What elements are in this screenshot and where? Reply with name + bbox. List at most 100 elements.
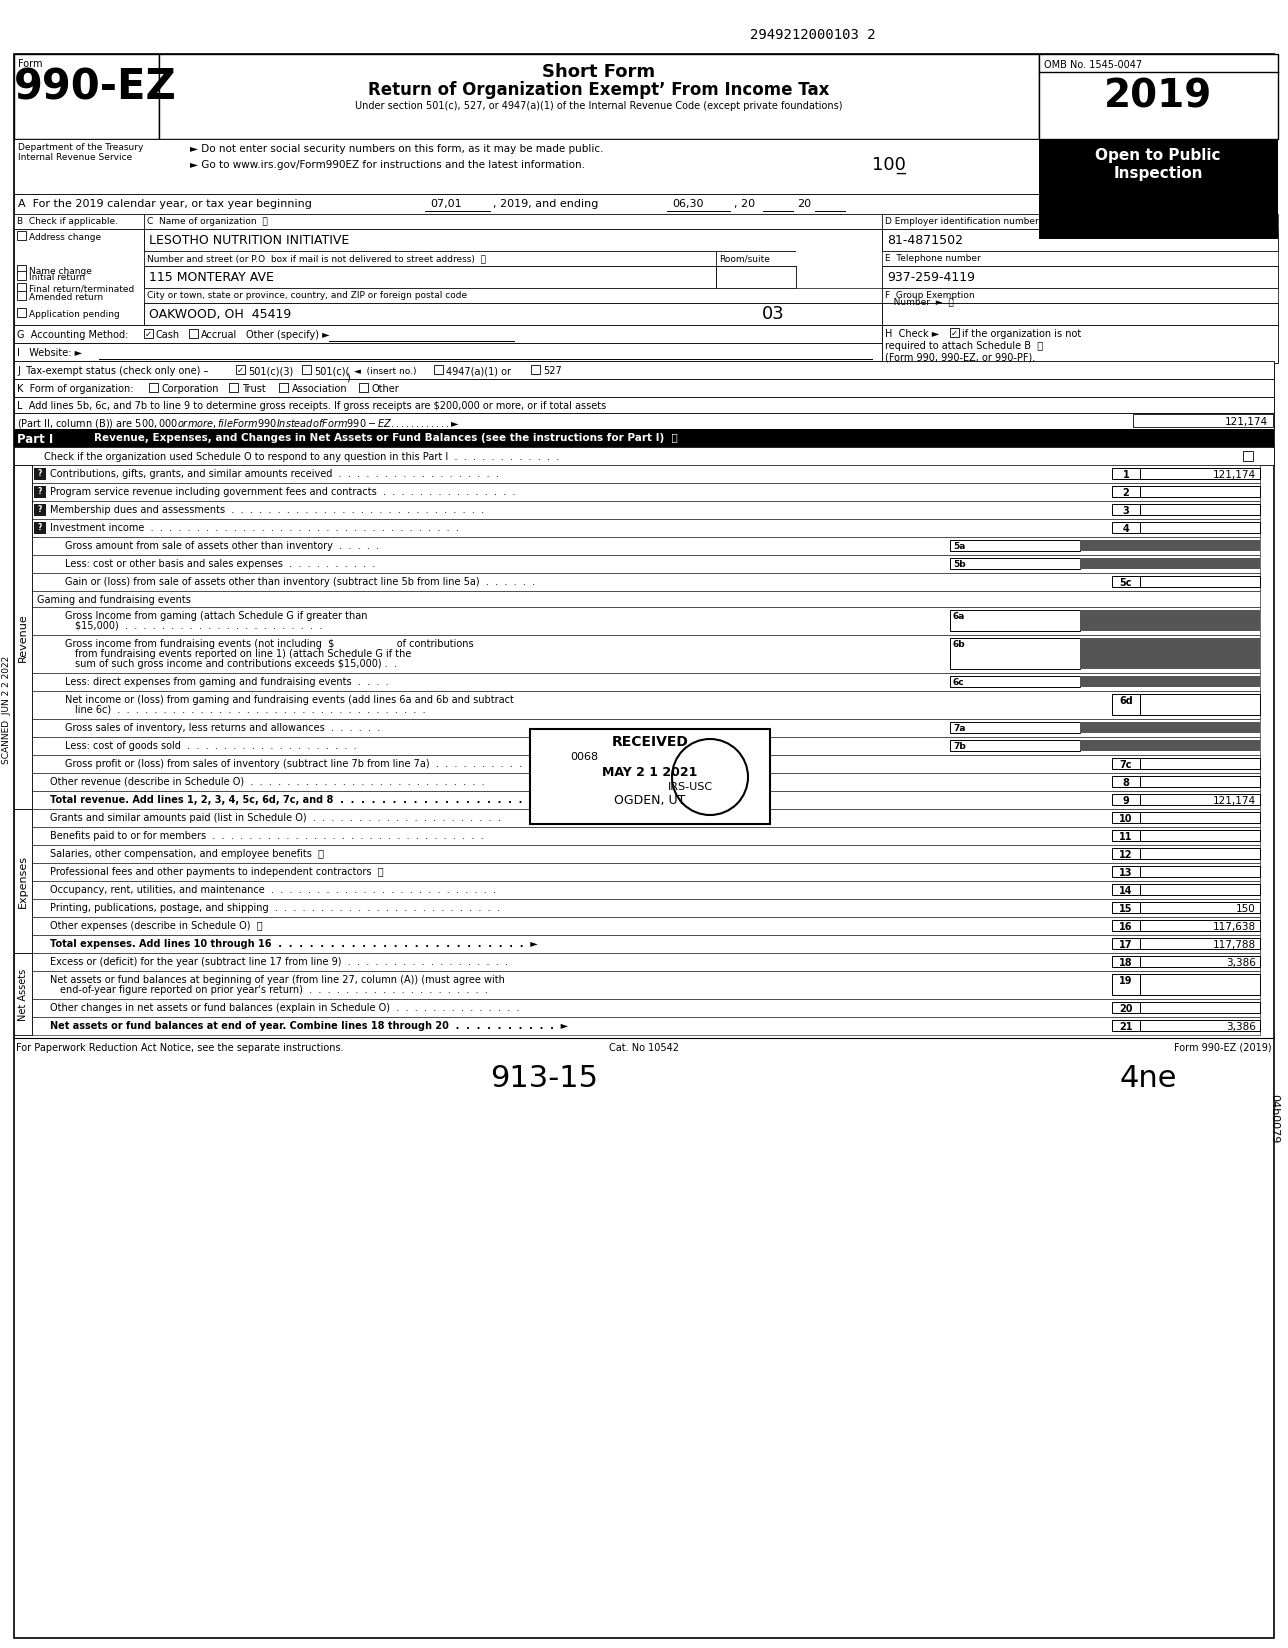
Text: 4947(a)(1) or: 4947(a)(1) or <box>446 366 511 376</box>
Bar <box>1112 794 1140 806</box>
Text: 937-259-4119: 937-259-4119 <box>887 270 975 283</box>
Bar <box>14 363 1274 379</box>
Text: 14: 14 <box>1119 885 1132 895</box>
Text: Department of the Treasury: Department of the Treasury <box>18 143 143 152</box>
Bar <box>1081 740 1260 751</box>
Bar <box>32 864 1260 882</box>
Bar <box>531 366 540 374</box>
Text: Address change: Address change <box>30 232 102 242</box>
Text: Other expenses (describe in Schedule O)  ❓: Other expenses (describe in Schedule O) … <box>50 921 263 931</box>
Bar <box>17 232 26 241</box>
Text: ): ) <box>346 372 350 382</box>
Text: 07,01: 07,01 <box>430 199 461 209</box>
Text: ?: ? <box>37 504 43 514</box>
Bar <box>1140 849 1260 860</box>
Bar <box>796 252 882 267</box>
Text: 03: 03 <box>762 305 784 323</box>
Text: Gross Income from gaming (attach Schedule G if greater than: Gross Income from gaming (attach Schedul… <box>64 611 367 621</box>
Bar <box>1140 885 1260 895</box>
Text: 100̲: 100̲ <box>872 157 905 175</box>
Text: , 20: , 20 <box>734 199 755 209</box>
Bar <box>32 954 1260 971</box>
Text: Internal Revenue Service: Internal Revenue Service <box>18 153 133 162</box>
Text: Other (specify) ►: Other (specify) ► <box>246 330 330 339</box>
Text: Gross income from fundraising events (not including  $                    of con: Gross income from fundraising events (no… <box>64 639 474 649</box>
Bar <box>882 267 1278 288</box>
Text: 121,174: 121,174 <box>1213 470 1256 480</box>
Text: ?: ? <box>37 522 43 532</box>
Bar <box>32 692 1260 720</box>
Text: 7c: 7c <box>1119 760 1132 770</box>
Text: 16: 16 <box>1119 921 1132 931</box>
Bar <box>32 738 1260 755</box>
Text: Number  ►  ❓: Number ► ❓ <box>885 297 953 307</box>
Text: Name change: Name change <box>30 267 91 275</box>
Bar <box>14 229 144 326</box>
Text: (Form 990, 990-EZ, or 990-PF).: (Form 990, 990-EZ, or 990-PF). <box>885 353 1036 363</box>
Text: 4: 4 <box>1123 524 1130 534</box>
Bar <box>144 229 882 252</box>
Bar <box>32 971 1260 999</box>
Bar <box>1140 504 1260 516</box>
Text: 1: 1 <box>1123 470 1130 480</box>
Text: SCANNED  JUN 2 2 2022: SCANNED JUN 2 2 2022 <box>3 656 12 763</box>
Bar <box>882 229 1278 252</box>
Text: 2949212000103 2: 2949212000103 2 <box>750 28 876 41</box>
Bar <box>144 303 882 326</box>
Text: Printing, publications, postage, and shipping  .  .  .  .  .  .  .  .  .  .  .  : Printing, publications, postage, and shi… <box>50 903 500 913</box>
Text: Under section 501(c), 527, or 4947(a)(1) of the Internal Revenue Code (except pr: Under section 501(c), 527, or 4947(a)(1)… <box>355 101 842 110</box>
Bar <box>14 194 1039 214</box>
Bar <box>32 1017 1260 1035</box>
Bar <box>1112 867 1140 877</box>
Bar <box>14 397 1274 414</box>
Bar <box>1112 504 1140 516</box>
Text: Other revenue (describe in Schedule O)  .  .  .  .  .  .  .  .  .  .  .  .  .  .: Other revenue (describe in Schedule O) .… <box>50 776 484 786</box>
Bar <box>529 730 770 824</box>
Text: Form: Form <box>18 59 43 69</box>
Text: 5b: 5b <box>953 560 966 569</box>
Text: 6d: 6d <box>1119 695 1133 705</box>
Bar <box>951 541 1081 552</box>
Text: Gross sales of inventory, less returns and allowances  .  .  .  .  .  .: Gross sales of inventory, less returns a… <box>64 722 380 733</box>
Bar <box>882 288 1278 303</box>
Bar <box>229 384 238 392</box>
Text: Benefits paid to or for members  .  .  .  .  .  .  .  .  .  .  .  .  .  .  .  . : Benefits paid to or for members . . . . … <box>50 831 483 840</box>
Text: , 2019, and ending: , 2019, and ending <box>493 199 599 209</box>
Text: if the organization is not: if the organization is not <box>962 330 1081 339</box>
Text: 15: 15 <box>1119 903 1132 913</box>
Text: Total revenue. Add lines 1, 2, 3, 4, 5c, 6d, 7c, and 8  .  .  .  .  .  .  .  .  : Total revenue. Add lines 1, 2, 3, 4, 5c,… <box>50 794 544 804</box>
Bar <box>882 326 1278 364</box>
Text: 06,30: 06,30 <box>672 199 703 209</box>
Text: Salaries, other compensation, and employee benefits  ❓: Salaries, other compensation, and employ… <box>50 849 325 859</box>
Text: Contributions, gifts, grants, and similar amounts received  .  .  .  .  .  .  . : Contributions, gifts, grants, and simila… <box>50 468 498 478</box>
Bar <box>1140 956 1260 967</box>
Bar <box>1081 559 1260 570</box>
Text: 20: 20 <box>1119 1004 1132 1014</box>
Text: Gross amount from sale of assets other than inventory  .  .  .  .  .: Gross amount from sale of assets other t… <box>64 541 379 550</box>
Text: 7a: 7a <box>953 723 966 733</box>
Bar <box>1243 452 1253 461</box>
Bar <box>32 537 1260 555</box>
Bar <box>33 486 46 499</box>
Text: 6b: 6b <box>953 639 966 649</box>
Text: Cash: Cash <box>156 330 180 339</box>
Text: 12: 12 <box>1119 849 1132 860</box>
Bar <box>279 384 289 392</box>
Text: line 6c)  .  .  .  .  .  .  .  .  .  .  .  .  .  .  .  .  .  .  .  .  .  .  .  .: line 6c) . . . . . . . . . . . . . . . .… <box>75 705 425 715</box>
Bar <box>951 677 1081 687</box>
Bar <box>1140 867 1260 877</box>
Bar <box>1112 812 1140 824</box>
Text: 21: 21 <box>1119 1022 1132 1032</box>
Text: K  Form of organization:: K Form of organization: <box>17 384 134 394</box>
Bar <box>14 54 158 140</box>
Bar <box>1112 758 1140 770</box>
Bar <box>1081 639 1260 669</box>
Text: from fundraising events reported on line 1) (attach Schedule G if the: from fundraising events reported on line… <box>75 649 411 659</box>
Text: 81-4871502: 81-4871502 <box>887 234 963 247</box>
Text: Corporation: Corporation <box>162 384 219 394</box>
Bar <box>1039 140 1278 241</box>
Text: 527: 527 <box>544 366 562 376</box>
Text: Gain or (loss) from sale of assets other than inventory (subtract line 5b from l: Gain or (loss) from sale of assets other… <box>64 577 535 587</box>
Bar <box>1140 468 1260 480</box>
Bar <box>1112 1020 1140 1032</box>
